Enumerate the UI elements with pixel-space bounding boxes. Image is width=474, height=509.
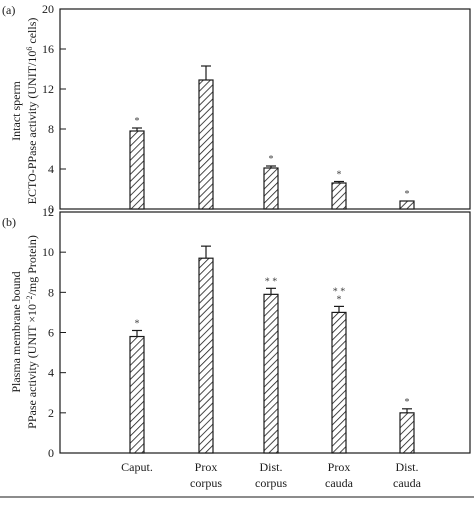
panel-b-ylabel-main: PPase activity (UNIT ×10 <box>25 304 39 429</box>
x-tick-label: cauda <box>325 476 354 490</box>
panel-a-significance-star: * <box>135 116 140 127</box>
panel-a-significance-star: * <box>269 154 274 165</box>
panel-b-ylabel-end: /mg Protein) <box>25 235 39 295</box>
panel-b-ytick-label: 8 <box>48 285 54 299</box>
panel-b-bar <box>129 335 145 454</box>
panel-a-ytick-label: 8 <box>48 122 54 136</box>
panel-b-significance-star: * * <box>265 276 278 287</box>
panel-a-ytick-label: 0 <box>48 202 54 216</box>
panel-b-bar <box>399 412 415 454</box>
x-tick-label: Caput. <box>121 460 153 474</box>
panel-b-ytick-label: 12 <box>42 205 54 219</box>
panel-a-ylabel-end: cells) <box>25 18 39 47</box>
panel-b-bar <box>263 293 279 454</box>
x-axis-tick-labels: Caput. Prox corpus Dist. corpus Prox cauda Dist… <box>121 460 421 490</box>
panel-b-significance-star: * <box>135 318 140 329</box>
panel-a-ylabel-sup: 6 <box>25 47 34 51</box>
panel-b-ytick-label: 0 <box>48 446 54 460</box>
panel-b-ytick-label: 6 <box>48 326 54 340</box>
panel-a-ytick-label: 4 <box>48 162 54 176</box>
panel-a-ylabel-line2: ECTO-PPase activity (UNIT/106 cells) <box>25 18 39 205</box>
panel-a-significance-star: * <box>405 189 410 200</box>
x-tick-label: Dist. <box>259 460 282 474</box>
panel-a-ylabel-main: ECTO-PPase activity (UNIT/10 <box>25 51 39 205</box>
panel-a-ytick-label: 12 <box>42 82 54 96</box>
x-tick-label: Dist. <box>395 460 418 474</box>
panel-a-bar <box>263 167 279 210</box>
panel-b-bar <box>331 311 347 454</box>
x-tick-label: corpus <box>190 476 222 490</box>
panel-a-bar <box>331 182 347 210</box>
panel-b-bar <box>198 257 214 454</box>
panel-a-significance-star: * <box>337 170 342 181</box>
panel-a-bar <box>129 130 145 210</box>
panel-a-ylabel-line1: Intact sperm <box>9 81 23 141</box>
panel-a-plot: 0 4 8 12 16 20 * * * * <box>42 2 471 216</box>
panel-b-significance-star: * <box>337 294 342 305</box>
panel-a-ytick-label: 20 <box>42 2 54 16</box>
panel-b-ytick-label: 2 <box>48 406 54 420</box>
panel-b-significance-star: * * <box>333 286 346 297</box>
x-tick-label: Prox <box>195 460 218 474</box>
panel-b-label: (b) <box>2 215 16 229</box>
panel-a-ytick-label: 16 <box>42 42 54 56</box>
panel-b-ylabel-line2: PPase activity (UNIT ×10−2/mg Protein) <box>25 235 39 429</box>
panel-a-label: (a) <box>2 3 15 17</box>
panel-b-significance-star: * <box>405 397 410 408</box>
panel-a-bar <box>198 79 214 210</box>
panel-b-ytick-label: 4 <box>48 366 54 380</box>
panel-b-ylabel-sup: −2 <box>25 295 34 304</box>
panel-b-ylabel-line1: Plasma membrane bound <box>9 271 23 392</box>
x-tick-label: cauda <box>393 476 422 490</box>
x-tick-label: corpus <box>255 476 287 490</box>
x-tick-label: Prox <box>328 460 351 474</box>
panel-a-bar <box>399 200 415 210</box>
panel-b-ytick-label: 10 <box>42 245 54 259</box>
